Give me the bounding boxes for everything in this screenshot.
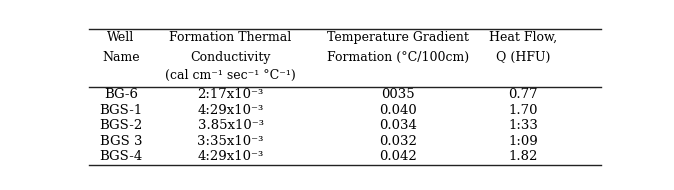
Text: 0.77: 0.77 — [508, 88, 538, 101]
Text: 1:33: 1:33 — [508, 120, 538, 132]
Text: Formation (°C/100cm): Formation (°C/100cm) — [327, 51, 468, 64]
Text: Conductivity: Conductivity — [190, 51, 271, 64]
Text: 1:09: 1:09 — [508, 135, 538, 148]
Text: 3:35x10⁻³: 3:35x10⁻³ — [197, 135, 264, 148]
Text: 2:17x10⁻³: 2:17x10⁻³ — [197, 88, 264, 101]
Text: 4:29x10⁻³: 4:29x10⁻³ — [197, 150, 264, 163]
Text: 3.85x10⁻³: 3.85x10⁻³ — [197, 120, 264, 132]
Text: BGS-2: BGS-2 — [99, 120, 142, 132]
Text: (cal cm⁻¹ sec⁻¹ °C⁻¹): (cal cm⁻¹ sec⁻¹ °C⁻¹) — [165, 69, 296, 82]
Text: BGS 3: BGS 3 — [100, 135, 142, 148]
Text: 0035: 0035 — [381, 88, 415, 101]
Text: Temperature Gradient: Temperature Gradient — [327, 31, 468, 44]
Text: Well: Well — [107, 31, 134, 44]
Text: 0.032: 0.032 — [379, 135, 417, 148]
Text: 1.82: 1.82 — [508, 150, 538, 163]
Text: 4:29x10⁻³: 4:29x10⁻³ — [197, 104, 264, 117]
Text: 1.70: 1.70 — [508, 104, 538, 117]
Text: 0.040: 0.040 — [379, 104, 417, 117]
Text: Q (HFU): Q (HFU) — [496, 51, 550, 64]
Text: 0.034: 0.034 — [379, 120, 417, 132]
Text: 0.042: 0.042 — [379, 150, 417, 163]
Text: BGS-1: BGS-1 — [99, 104, 142, 117]
Text: Formation Thermal: Formation Thermal — [169, 31, 292, 44]
Text: Name: Name — [102, 51, 140, 64]
Text: BG-6: BG-6 — [104, 88, 137, 101]
Text: Heat Flow,: Heat Flow, — [489, 31, 557, 44]
Text: BGS-4: BGS-4 — [99, 150, 142, 163]
